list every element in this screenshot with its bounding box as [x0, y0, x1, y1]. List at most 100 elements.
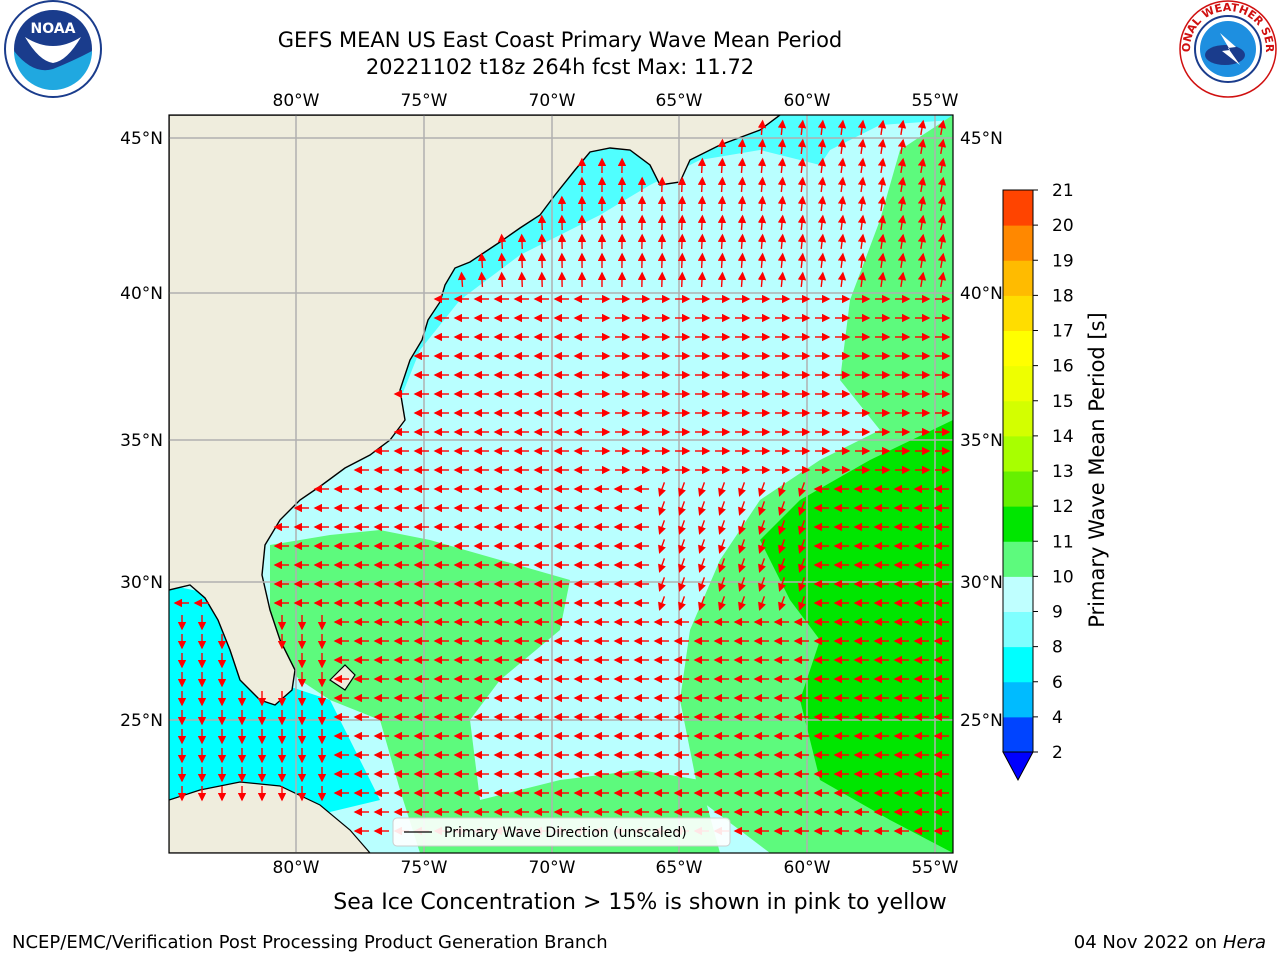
wave-arrow: [817, 138, 827, 155]
wave-arrow: [758, 558, 766, 573]
wave-arrow: [877, 233, 887, 250]
wave-arrow: [917, 176, 927, 193]
wave-arrow: [917, 252, 927, 269]
wave-arrow: [797, 233, 807, 250]
wave-arrow: [897, 195, 907, 212]
wave-arrow: [737, 252, 747, 269]
wave-arrow: [817, 214, 827, 231]
wave-arrow: [817, 195, 827, 212]
lat-labels-left: 45°N 40°N 35°N 30°N 25°N: [120, 129, 163, 731]
wave-arrow: [797, 138, 807, 155]
wave-arrow: [778, 596, 786, 611]
wave-arrow: [757, 233, 767, 250]
wave-arrow: [717, 233, 727, 250]
wave-arrow: [717, 157, 727, 174]
wave-arrow: [658, 501, 666, 516]
wave-arrow: [677, 233, 687, 250]
wave-arrow: [698, 539, 706, 554]
wave-arrow: [877, 138, 887, 155]
colorbar-tick-label: 11: [1052, 532, 1074, 552]
lat-labels-right: 45°N 40°N 35°N 30°N 25°N: [960, 129, 1003, 731]
lon-label: 65°W: [656, 858, 703, 878]
colorbar-tick-label: 16: [1052, 357, 1074, 377]
wave-arrow: [917, 157, 927, 174]
wave-arrow: [697, 176, 707, 193]
wave-arrow: [678, 501, 686, 516]
colorbar-tick-label: 19: [1052, 251, 1074, 271]
wave-arrow: [718, 596, 726, 611]
wave-arrow: [718, 482, 726, 497]
lon-label: 75°W: [401, 858, 448, 878]
lat-label: 30°N: [120, 573, 163, 593]
wave-arrow: [677, 252, 687, 269]
wave-arrow: [738, 539, 746, 554]
wave-arrow: [737, 176, 747, 193]
wave-arrow: [798, 596, 806, 611]
wave-arrow: [737, 138, 747, 155]
nws-logo: NATIONAL WEATHER SERVICE: [1178, 0, 1277, 98]
wave-arrow: [698, 577, 706, 592]
wave-arrow: [697, 271, 707, 288]
wave-arrow: [837, 176, 847, 193]
colorbar-segment: [1003, 576, 1033, 612]
wave-arrow: [797, 195, 807, 212]
wave-arrow: [678, 577, 686, 592]
colorbar-tick-label: 4: [1052, 708, 1063, 728]
wave-arrow: [937, 157, 947, 174]
wave-arrow: [798, 520, 806, 535]
svg-text:NOAA: NOAA: [31, 21, 76, 37]
wave-arrow: [738, 577, 746, 592]
wave-arrow: [758, 577, 766, 592]
wave-arrow: [837, 138, 847, 155]
wave-arrow: [757, 138, 767, 155]
wave-arrow: [678, 520, 686, 535]
colorbar-segment: [1003, 330, 1033, 367]
colorbar-tick-label: 2: [1052, 743, 1063, 763]
wave-arrow: [658, 482, 666, 497]
colorbar-tick-label: 10: [1052, 567, 1074, 587]
colorbar-tick-label: 17: [1052, 322, 1074, 342]
colorbar-segment: [1003, 400, 1033, 437]
footer-producer: NCEP/EMC/Verification Post Processing Pr…: [12, 932, 608, 953]
colorbar-tick-label: 21: [1052, 181, 1074, 201]
colorbar-extend-arrow: [1002, 751, 1034, 782]
colorbar-segment: [1003, 646, 1033, 683]
wave-arrow: [717, 214, 727, 231]
wave-arrow: [677, 195, 687, 212]
wave-arrow: [757, 119, 767, 136]
wave-arrow: [797, 119, 807, 136]
wave-arrow: [677, 214, 687, 231]
wave-arrow: [817, 176, 827, 193]
wave-arrow: [718, 577, 726, 592]
wave-arrow: [778, 558, 786, 573]
wave-arrow: [717, 138, 727, 155]
wave-arrow: [777, 176, 787, 193]
colorbar-tick-label: 14: [1052, 427, 1074, 447]
colorbar-segment: [1003, 541, 1033, 577]
wave-arrow: [737, 195, 747, 212]
wave-arrow: [677, 176, 687, 193]
wave-arrow: [837, 214, 847, 231]
wave-arrow: [698, 520, 706, 535]
wave-arrow: [517, 233, 527, 250]
wave-arrow: [738, 520, 746, 535]
wave-arrow: [698, 558, 706, 573]
wave-arrow: [798, 501, 806, 516]
wave-arrow: [917, 119, 927, 136]
wave-arrow: [738, 558, 746, 573]
wave-arrow: [697, 214, 707, 231]
lon-label: 70°W: [529, 91, 576, 111]
lon-label: 80°W: [273, 91, 320, 111]
lon-label: 70°W: [529, 858, 576, 878]
wave-arrow: [857, 176, 867, 193]
wave-arrow: [757, 252, 767, 269]
colorbar-segment: [1003, 365, 1033, 402]
wave-arrow: [897, 176, 907, 193]
wave-arrow: [897, 119, 907, 136]
wave-arrow: [757, 157, 767, 174]
wave-arrow: [718, 501, 726, 516]
wave-arrow: [658, 558, 666, 573]
wave-arrow: [737, 214, 747, 231]
lon-label: 75°W: [401, 91, 448, 111]
